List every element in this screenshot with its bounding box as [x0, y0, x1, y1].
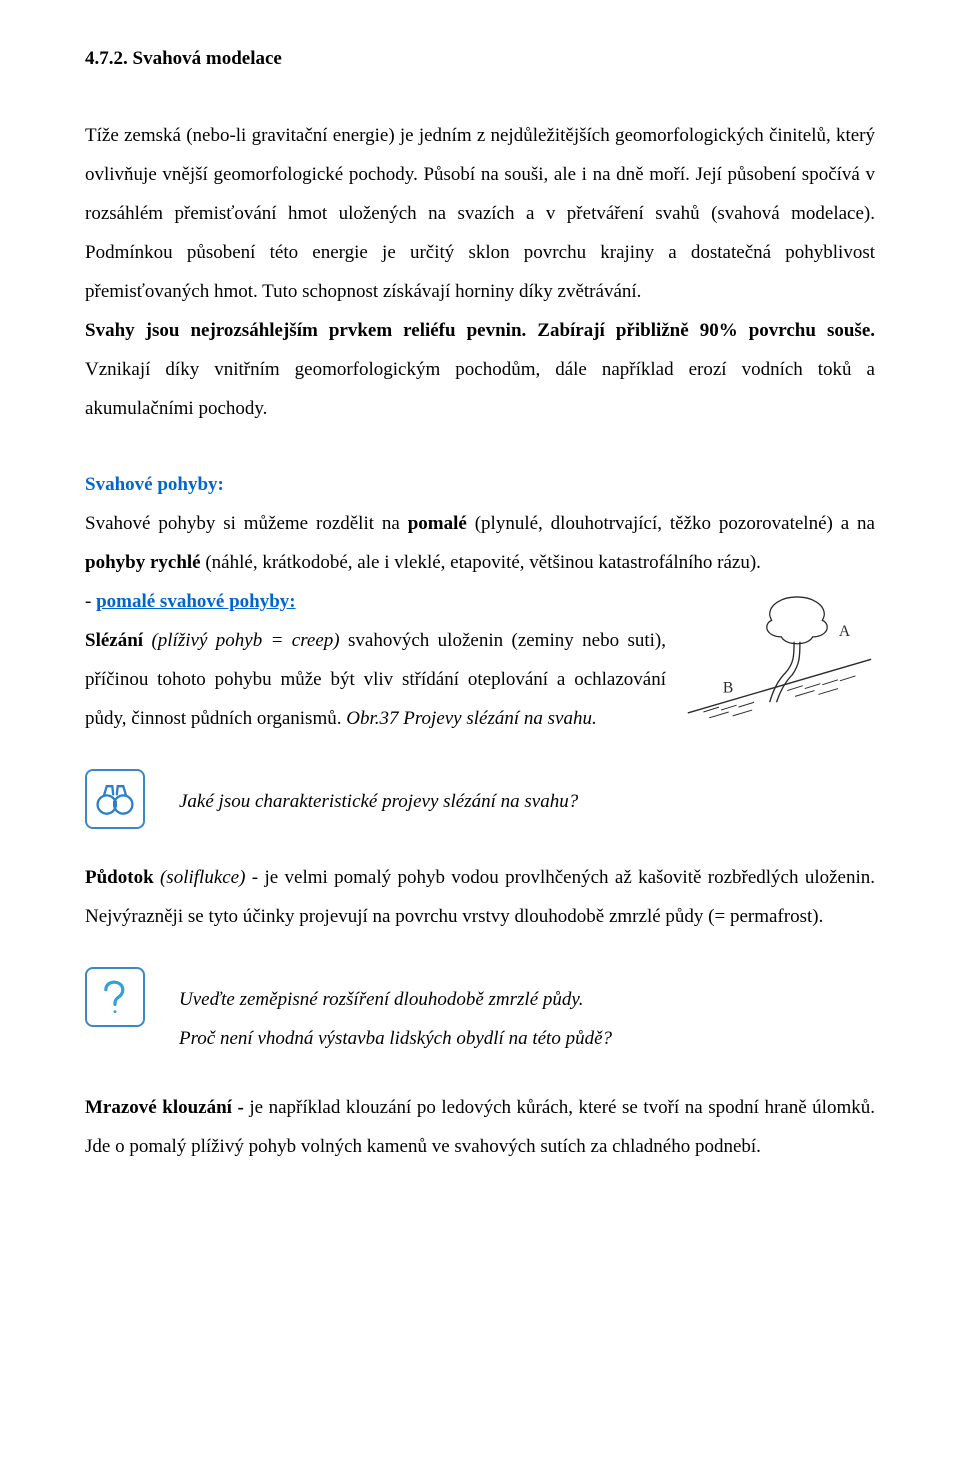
- binoculars-icon: [85, 769, 145, 829]
- p2-a: Svahové pohyby si můžeme rozdělit na: [85, 513, 408, 534]
- figure-label-b: B: [723, 680, 733, 697]
- paragraph-4: Půdotok (soliflukce) - je velmi pomalý p…: [85, 859, 875, 937]
- svahove-pohyby-heading: Svahové pohyby:: [85, 474, 224, 495]
- p3-dash: -: [85, 591, 96, 612]
- callout-question: Uveďte zeměpisné rozšíření dlouhodobě zm…: [85, 967, 875, 1059]
- section-heading: 4.7.2. Svahová modelace: [85, 40, 875, 79]
- callout-1-text: Jaké jsou charakteristické projevy slézá…: [179, 769, 578, 822]
- p4-a: Půdotok: [85, 867, 160, 888]
- paragraph-2-heading: Svahové pohyby:: [85, 466, 875, 505]
- p2-c: (plynulé, dlouhotrvající, těžko pozorova…: [467, 513, 875, 534]
- paragraph-1: Tíže zemská (nebo-li gravitační energie)…: [85, 117, 875, 429]
- paragraph-5: Mrazové klouzání - je například klouzání…: [85, 1089, 875, 1167]
- p3-d: (plíživý pohyb = creep): [151, 630, 339, 651]
- callout-2-line1: Uveďte zeměpisné rozšíření dlouhodobě zm…: [179, 981, 612, 1020]
- pomale-svahove-pohyby-link: pomalé svahové pohyby:: [96, 591, 296, 612]
- p3-c: Slézání: [85, 630, 151, 651]
- p2-b: pomalé: [408, 513, 467, 534]
- p1-text-a: Tíže zemská (nebo-li gravitační energie)…: [85, 125, 875, 302]
- p2-d: pohyby rychlé: [85, 552, 201, 573]
- callout-2-line2: Proč není vhodná výstavba lidských obydl…: [179, 1020, 612, 1059]
- callout-2-text: Uveďte zeměpisné rozšíření dlouhodobě zm…: [179, 967, 612, 1059]
- p2-e: (náhlé, krátkodobé, ale i vleklé, etapov…: [201, 552, 761, 573]
- p1-text-bold: Svahy jsou nejrozsáhlejším prvkem reliéf…: [85, 320, 875, 341]
- paragraph-2: Svahové pohyby si můžeme rozdělit na pom…: [85, 505, 875, 583]
- callout-binoculars: Jaké jsou charakteristické projevy slézá…: [85, 769, 875, 829]
- p5-a: Mrazové klouzání -: [85, 1097, 249, 1118]
- question-icon: [85, 967, 145, 1027]
- p4-b: (soliflukce): [160, 867, 245, 888]
- figure-label-a: A: [839, 623, 851, 640]
- figure-caption: Obr.37 Projevy slézání na svahu.: [346, 708, 597, 729]
- p1-text-c: Vznikají díky vnitřním geomorfologickým …: [85, 359, 875, 419]
- figure-slope-tree: A B: [680, 587, 875, 719]
